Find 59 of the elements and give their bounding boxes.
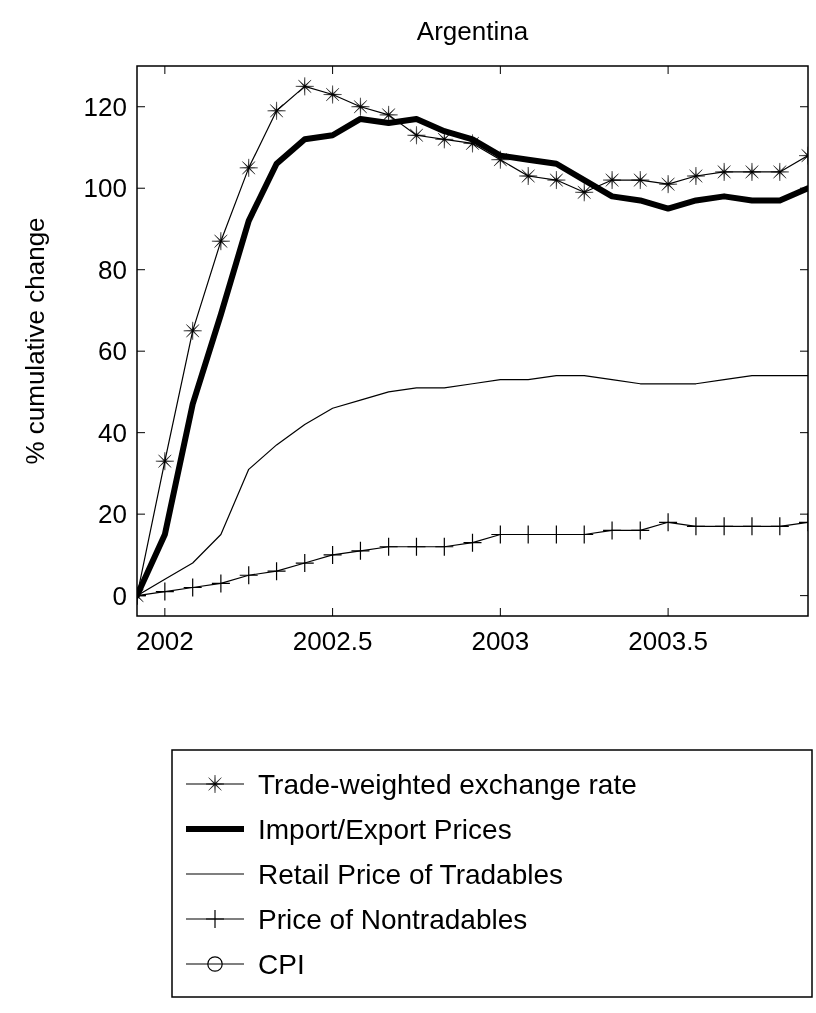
y-tick-label: 60 — [98, 336, 127, 367]
point — [518, 166, 538, 186]
x-tick-label: 2003.5 — [628, 626, 708, 656]
y-tick-label: 80 — [98, 254, 127, 285]
point — [602, 170, 622, 190]
point — [686, 166, 706, 186]
point — [239, 565, 259, 585]
point — [379, 537, 399, 557]
point — [183, 577, 203, 598]
point — [742, 516, 762, 536]
point — [267, 101, 286, 121]
point — [575, 183, 594, 202]
y-tick-label: 100 — [83, 173, 127, 204]
point — [491, 150, 510, 169]
point — [211, 573, 231, 594]
x-tick-label: 2002.5 — [292, 626, 373, 656]
point — [630, 520, 650, 541]
point — [211, 231, 231, 251]
legend-label: Price of Nontradables — [258, 903, 528, 935]
y-tick-label: 120 — [83, 91, 127, 122]
x-tick-label: 2002 — [135, 626, 194, 656]
legend-label: CPI — [258, 948, 305, 980]
point — [547, 170, 566, 190]
point — [407, 126, 426, 145]
point — [295, 77, 314, 96]
legend-label: Import/Export Prices — [258, 813, 512, 845]
point — [351, 97, 370, 116]
point — [406, 537, 427, 557]
point — [462, 533, 483, 553]
point — [742, 162, 762, 182]
point — [631, 170, 650, 190]
point — [463, 134, 482, 153]
y-tick-label: 20 — [98, 499, 127, 530]
point — [714, 516, 734, 536]
point — [323, 85, 342, 104]
point — [266, 561, 287, 581]
point — [155, 581, 175, 602]
y-tick-label: 0 — [112, 580, 127, 611]
point — [714, 162, 734, 182]
point — [770, 516, 790, 536]
legend-label: Retail Price of Tradables — [258, 858, 564, 890]
point — [295, 553, 315, 573]
y-tick-label: 40 — [98, 417, 127, 448]
point — [155, 451, 175, 471]
point — [323, 545, 343, 565]
chart-title: Argentina — [416, 16, 529, 46]
point — [770, 162, 790, 182]
x-tick-label: 2003 — [471, 626, 530, 656]
point — [602, 520, 622, 541]
point — [239, 158, 258, 178]
point — [658, 512, 678, 532]
point — [686, 516, 706, 536]
point — [350, 541, 371, 561]
legend-label: Trade-weighted exchange rate — [258, 768, 637, 800]
point — [658, 174, 678, 194]
point — [183, 321, 202, 341]
point — [434, 537, 454, 557]
y-axis-title: % cumulative change — [20, 217, 50, 465]
point — [435, 130, 454, 149]
